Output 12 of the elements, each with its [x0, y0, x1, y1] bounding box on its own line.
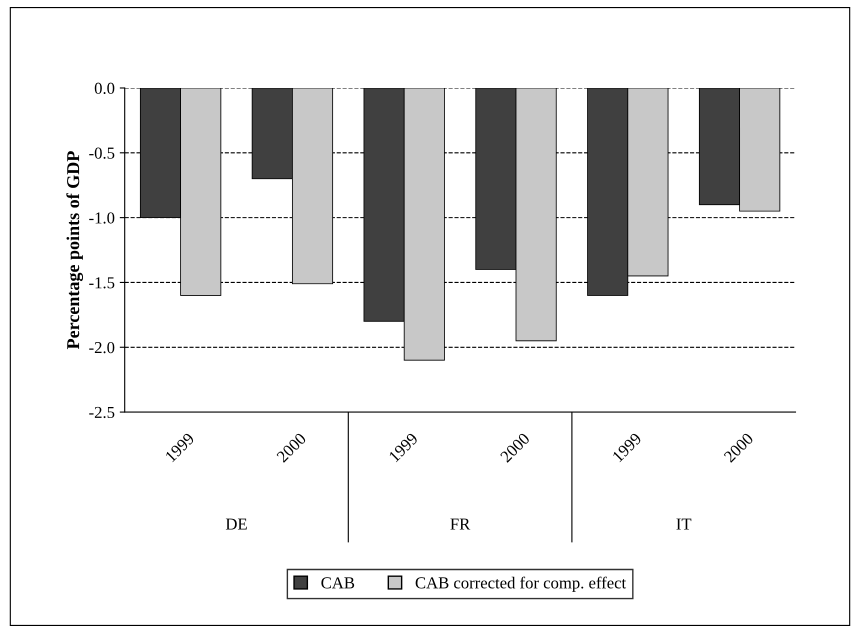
y-tick-label: -0.5	[89, 148, 114, 159]
text: IT	[676, 518, 692, 530]
y-tick-label: -2.5	[89, 406, 114, 418]
y-axis-title: Percentage points of GDP	[66, 151, 84, 350]
y-tick-label: -1.0	[89, 212, 114, 224]
y-tick-label: 0.0	[94, 82, 114, 94]
legend-label: CAB	[321, 577, 354, 588]
y-tick-label: -2.0	[89, 342, 114, 354]
legend-label: CAB corrected for comp. effect	[416, 576, 626, 592]
text: FR	[450, 518, 470, 530]
text: DE	[226, 518, 247, 530]
y-tick-label: -1.5	[89, 277, 114, 288]
